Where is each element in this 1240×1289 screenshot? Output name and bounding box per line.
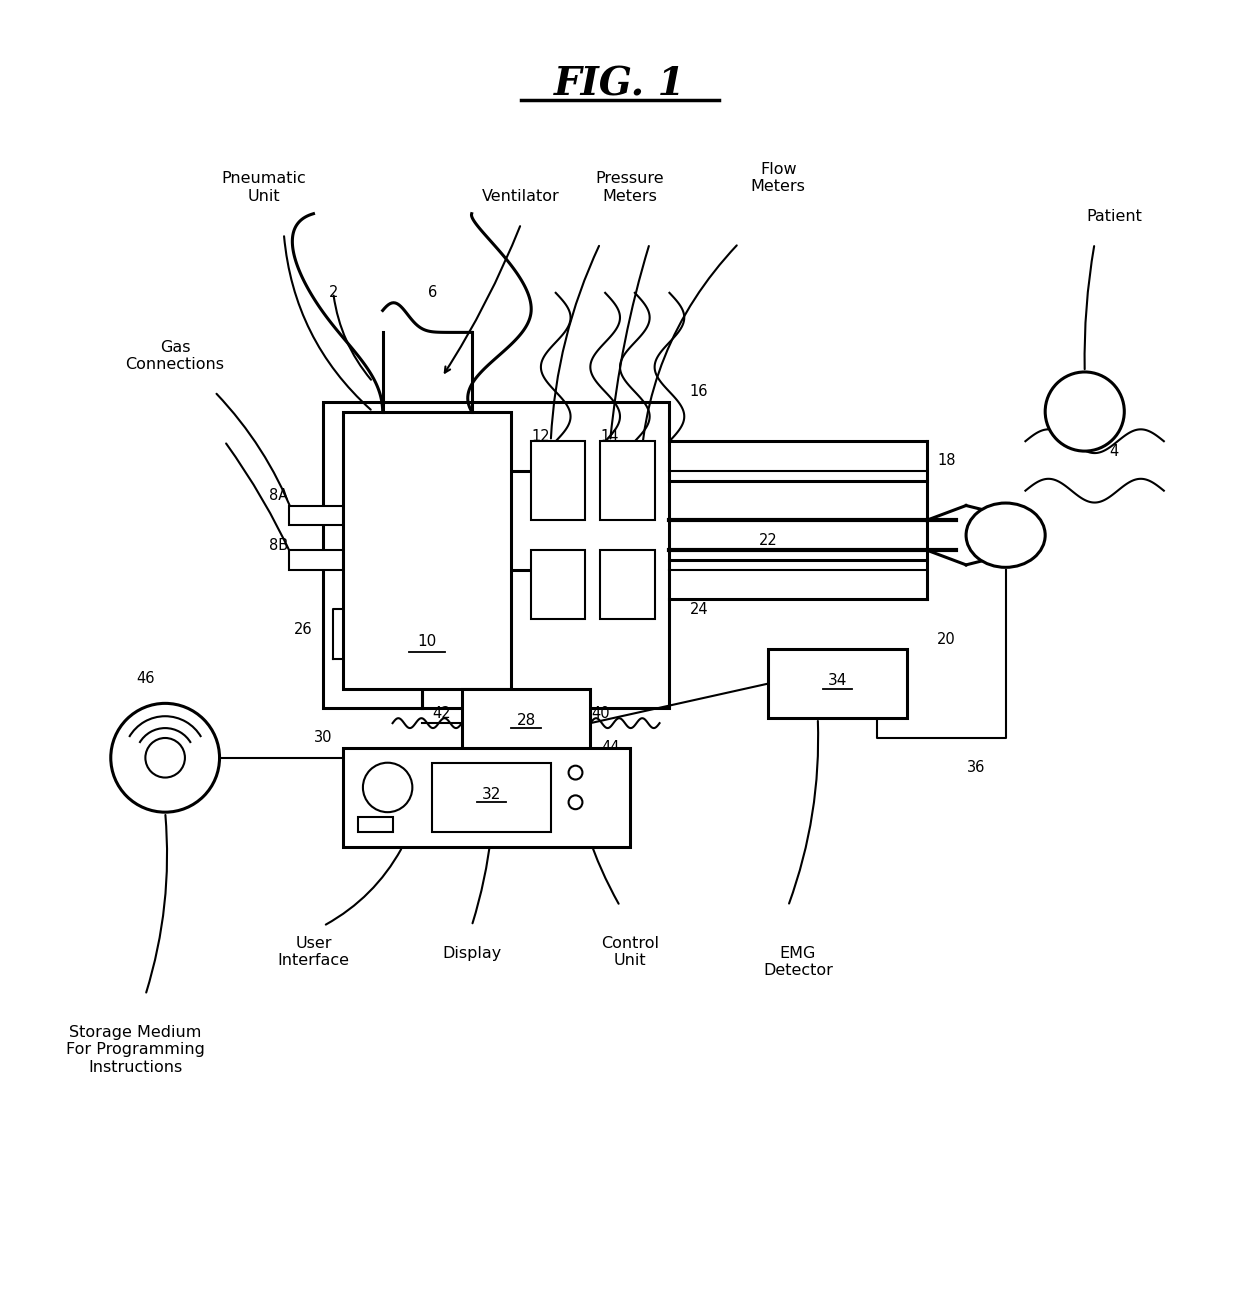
Text: 6: 6	[428, 285, 436, 300]
Text: 28: 28	[516, 713, 536, 728]
Text: 18: 18	[937, 454, 956, 468]
Bar	[343, 411, 511, 688]
Bar	[600, 441, 655, 521]
Text: Patient: Patient	[1086, 209, 1142, 223]
Bar	[289, 505, 343, 526]
Text: 8A: 8A	[269, 489, 289, 503]
Text: 38: 38	[601, 780, 619, 795]
Text: Storage Medium
For Programming
Instructions: Storage Medium For Programming Instructi…	[66, 1025, 205, 1075]
Text: Pneumatic
Unit: Pneumatic Unit	[222, 171, 306, 204]
Text: EMG
Detector: EMG Detector	[763, 946, 833, 978]
Bar	[769, 648, 906, 718]
Text: Ventilator: Ventilator	[482, 188, 560, 204]
Circle shape	[569, 766, 583, 780]
Text: 10: 10	[418, 634, 436, 648]
Circle shape	[569, 795, 583, 809]
Text: 22: 22	[759, 532, 777, 548]
Circle shape	[110, 704, 219, 812]
Text: 42: 42	[433, 706, 451, 721]
Circle shape	[145, 739, 185, 777]
Text: 32: 32	[482, 786, 501, 802]
Text: 26: 26	[294, 621, 312, 637]
Circle shape	[363, 763, 413, 812]
Text: 44: 44	[601, 740, 619, 755]
Text: 46: 46	[136, 672, 155, 686]
Text: Display: Display	[441, 946, 501, 960]
Ellipse shape	[966, 503, 1045, 567]
Text: 40: 40	[591, 706, 610, 721]
Text: Gas
Connections: Gas Connections	[125, 339, 224, 373]
Text: 4: 4	[1110, 443, 1118, 459]
Bar	[289, 550, 343, 570]
Text: 36: 36	[967, 761, 985, 775]
Text: 20: 20	[937, 632, 956, 647]
Circle shape	[1045, 373, 1125, 451]
Text: 2: 2	[329, 285, 339, 300]
Text: Control
Unit: Control Unit	[601, 936, 658, 968]
Text: 16: 16	[689, 384, 708, 400]
Bar	[531, 550, 585, 619]
Text: 14: 14	[601, 429, 619, 443]
Bar	[531, 441, 585, 521]
Bar	[358, 817, 393, 831]
Bar	[343, 748, 630, 847]
Text: 8B: 8B	[269, 538, 289, 553]
Text: Flow
Meters: Flow Meters	[750, 161, 806, 193]
Text: User
Interface: User Interface	[278, 936, 350, 968]
Text: 12: 12	[532, 429, 551, 443]
Bar	[324, 402, 670, 708]
Bar	[432, 763, 551, 831]
Text: 34: 34	[828, 673, 847, 688]
Text: Pressure
Meters: Pressure Meters	[595, 171, 665, 204]
Bar	[461, 688, 590, 758]
Bar	[600, 550, 655, 619]
Text: FIG. 1: FIG. 1	[554, 66, 686, 103]
Text: 30: 30	[314, 731, 332, 745]
Text: 24: 24	[689, 602, 708, 617]
